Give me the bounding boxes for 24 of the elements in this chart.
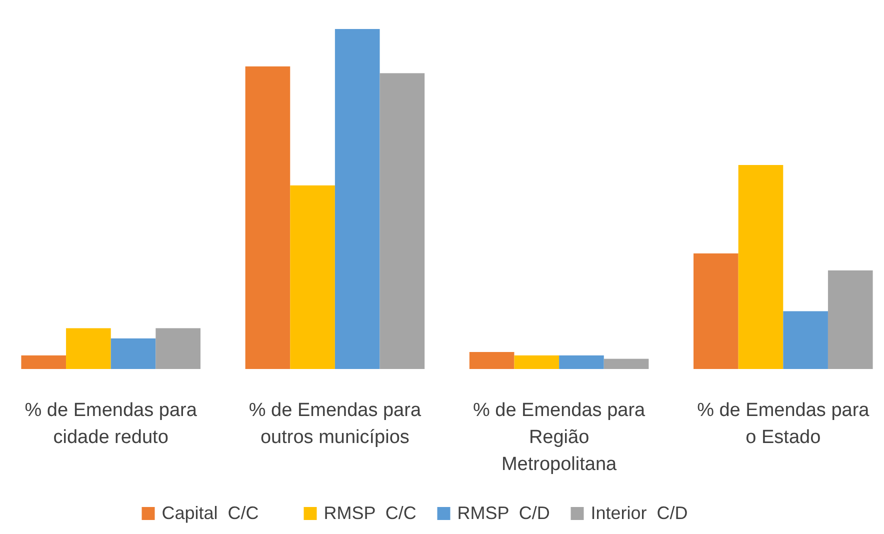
- bar: [828, 270, 873, 369]
- bar: [245, 66, 290, 369]
- bar: [694, 253, 738, 369]
- bar: [559, 355, 604, 369]
- x-tick-label: % de Emendas para cidade reduto: [24, 400, 198, 448]
- bar: [469, 352, 514, 369]
- bar: [66, 328, 111, 369]
- legend-label: Capital C/C: [162, 503, 259, 523]
- bar: [604, 358, 649, 369]
- bar: [110, 338, 156, 369]
- bar: [290, 185, 335, 369]
- legend-label: Interior C/D: [590, 503, 688, 523]
- bar: [783, 311, 828, 369]
- legend-label: RMSP C/C: [324, 503, 416, 523]
- bar: [380, 73, 425, 369]
- x-tick-label: % de Emendas para Região Metropolitana: [472, 400, 646, 475]
- x-tick-label: % de Emendas para o Estado: [697, 400, 870, 448]
- bar: [21, 355, 66, 369]
- bar: [738, 165, 784, 369]
- x-tick-label: % de Emendas para outros municípios: [248, 400, 422, 448]
- legend-label: RMSP C/D: [457, 503, 550, 523]
- bar: [334, 29, 380, 369]
- bar: [156, 328, 200, 369]
- bar: [514, 355, 560, 369]
